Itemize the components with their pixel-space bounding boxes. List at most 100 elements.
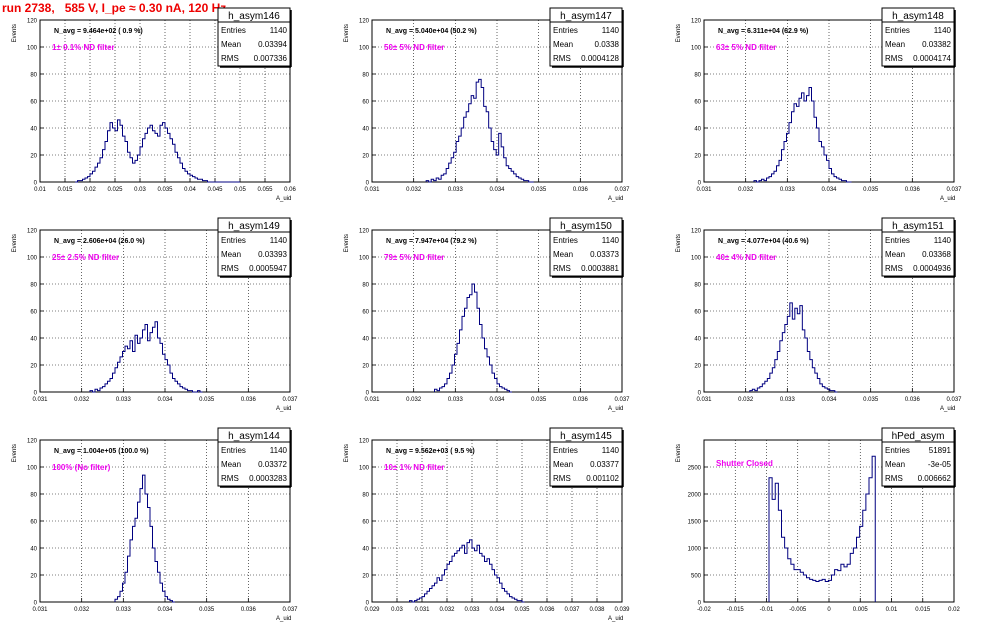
filter-label: 10± 1% ND filter: [384, 463, 444, 472]
histogram-bin: [807, 578, 810, 602]
y-tick-label: 40: [362, 337, 369, 343]
stats-box-frame: [549, 217, 623, 277]
histogram-bin: [469, 104, 472, 182]
x-tick-label: 0.037: [282, 397, 298, 403]
y-tick-label: 0: [698, 601, 702, 607]
navg-label: N_avg = 5.040e+04 (50.2 %): [386, 28, 477, 35]
histogram-panel-h_asym145: 0.029 0.03 0.031 0.032 0.033 0.034 0.035 0.036 0…: [344, 427, 630, 622]
histogram-bin: [809, 88, 812, 183]
x-tick-label: 0.04: [184, 187, 196, 193]
histogram-name: h_asym151: [892, 221, 944, 232]
x-axis-label: A_uid: [940, 406, 955, 412]
stats-label-entries: Entries: [221, 446, 246, 455]
stats-label-mean: Mean: [553, 40, 573, 49]
stats-box: h_asym144 Entries 1140 Mean 0.03372 RMS 0.0003…: [217, 427, 292, 488]
y-tick-label: 80: [694, 73, 701, 79]
y-tick-label: 80: [30, 73, 37, 79]
y-tick-label: 20: [30, 574, 37, 580]
stats-box-frame: [881, 217, 955, 277]
x-tick-label: 0.035: [157, 187, 173, 193]
histogram-bin: [480, 553, 483, 602]
y-tick-label: 20: [30, 154, 37, 160]
histogram-bin: [802, 93, 805, 182]
y-tick-label: 80: [362, 283, 369, 289]
y-tick-label: 2500: [688, 466, 702, 472]
x-tick-label: 0.025: [107, 187, 123, 193]
histogram-bin: [150, 333, 153, 392]
stats-label-rms: RMS: [885, 474, 903, 483]
y-tick-label: 0: [34, 181, 38, 187]
histogram-name: h_asym149: [228, 221, 280, 232]
histogram-bin: [153, 131, 156, 182]
stats-value-entries: 1140: [270, 236, 288, 245]
histogram-bin: [819, 580, 822, 602]
stats-label-rms: RMS: [221, 474, 239, 483]
y-tick-label: 60: [30, 100, 37, 106]
histogram-bin: [475, 551, 478, 602]
x-axis-label: A_uid: [276, 616, 291, 622]
x-tick-label: 0.034: [157, 607, 173, 613]
stats-label-mean: Mean: [553, 460, 573, 469]
x-tick-label: 0.034: [489, 187, 505, 193]
histogram-bin: [135, 518, 138, 602]
histogram-name: h_asym150: [560, 221, 612, 232]
histogram-bin: [794, 104, 797, 182]
stats-value-rms: 0.007336: [254, 54, 288, 63]
histogram-bin: [470, 540, 473, 602]
histogram-bins: [426, 79, 529, 182]
stats-label-rms: RMS: [885, 264, 903, 273]
y-tick-label: 0: [366, 391, 370, 397]
x-tick-label: 0.031: [32, 397, 48, 403]
y-tick-label: 120: [359, 229, 370, 235]
x-tick-label: 0.032: [406, 397, 422, 403]
histogram-bin: [148, 341, 151, 392]
histogram-bin: [455, 553, 458, 602]
stats-label-entries: Entries: [553, 236, 578, 245]
y-tick-label: 100: [359, 46, 370, 52]
histogram-name: h_asym146: [228, 11, 280, 22]
x-tick-label: 0.032: [738, 187, 754, 193]
histogram-bin: [471, 96, 474, 182]
y-tick-label: 40: [30, 547, 37, 553]
x-tick-label: 0.005: [853, 607, 869, 613]
histogram-bin: [802, 330, 805, 392]
stats-label-rms: RMS: [553, 264, 571, 273]
y-tick-label: 40: [694, 127, 701, 133]
x-axis-label: A_uid: [608, 196, 623, 202]
stats-value-rms: 0.0003283: [249, 474, 287, 483]
histogram-bin: [484, 106, 487, 182]
x-tick-label: 0.036: [241, 397, 257, 403]
stats-box: hPed_asym Entries 51891 Mean -3e-05 RMS 0.0066…: [881, 427, 956, 488]
x-tick-label: 0.01: [34, 187, 46, 193]
histogram-bin: [138, 343, 141, 392]
histogram-outline: [749, 302, 838, 393]
y-tick-label: 1000: [688, 547, 702, 553]
filter-label: 40± 4% ND filter: [716, 253, 776, 262]
stats-value-rms: 0.0004936: [913, 264, 951, 273]
y-axis-label: Events: [676, 444, 682, 462]
x-axis-label: A_uid: [276, 406, 291, 412]
histogram-bin: [797, 314, 800, 392]
y-tick-label: 60: [362, 520, 369, 526]
histogram-panel-h_asym149: 0.031 0.032 0.033 0.034 0.035 0.036 0.037 0 20 40…: [12, 217, 298, 412]
histogram-bin: [123, 352, 126, 393]
stats-label-entries: Entries: [885, 236, 910, 245]
y-tick-label: 120: [691, 19, 702, 25]
histogram-outline: [409, 539, 525, 603]
stats-box: h_asym149 Entries 1140 Mean 0.03393 RMS 0.0005…: [217, 217, 292, 278]
y-tick-label: 0: [34, 391, 38, 397]
histogram-name: h_asym144: [228, 431, 280, 442]
stats-label-entries: Entries: [885, 446, 910, 455]
x-tick-label: 0.031: [364, 187, 380, 193]
x-tick-label: 0.036: [905, 187, 921, 193]
histogram-bin: [170, 139, 173, 182]
y-tick-label: 60: [694, 100, 701, 106]
histogram-name: h_asym145: [560, 431, 612, 442]
x-tick-label: 0.01: [886, 607, 898, 613]
stats-value-entries: 51891: [929, 446, 952, 455]
navg-label: N_avg = 7.947e+04 (79.2 %): [386, 238, 477, 245]
stats-value-rms: 0.0003881: [581, 264, 619, 273]
x-tick-label: 0.032: [738, 397, 754, 403]
histogram-panel-h_asym151: 0.031 0.032 0.033 0.034 0.035 0.036 0.037 0 20 40…: [676, 217, 962, 412]
x-tick-label: 0.035: [863, 397, 879, 403]
